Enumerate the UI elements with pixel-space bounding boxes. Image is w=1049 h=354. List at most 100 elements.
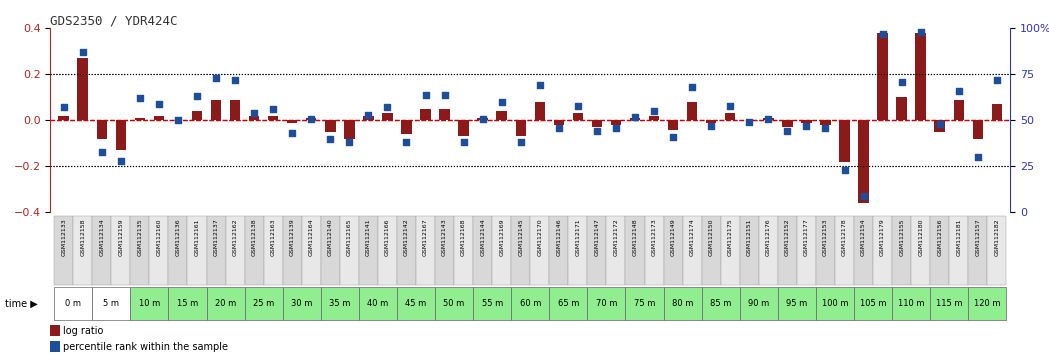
Text: 15 m: 15 m [177, 299, 198, 308]
Bar [50, 325, 60, 336]
Point [855, 193, 872, 199]
Bar [92, 287, 130, 320]
Bar [954, 100, 964, 120]
Bar [249, 116, 259, 120]
Text: GSM112165: GSM112165 [347, 218, 351, 256]
Text: GSM112154: GSM112154 [861, 218, 866, 256]
Bar [629, 118, 640, 120]
Bar [569, 216, 587, 285]
Point [626, 114, 643, 120]
Bar [169, 216, 188, 285]
Bar [440, 109, 450, 120]
Text: time ▶: time ▶ [5, 299, 38, 309]
Text: 40 m: 40 m [367, 299, 388, 308]
Bar [873, 216, 892, 285]
Bar [839, 120, 850, 162]
Bar [778, 216, 797, 285]
Point [817, 125, 834, 131]
Text: GSM112150: GSM112150 [709, 218, 713, 256]
Text: GSM112174: GSM112174 [689, 218, 694, 256]
Bar [816, 287, 854, 320]
Point [532, 82, 549, 88]
Bar [477, 118, 488, 120]
Point [607, 125, 624, 131]
Bar [725, 114, 735, 120]
Bar [858, 120, 869, 203]
Text: GSM112169: GSM112169 [499, 218, 505, 256]
Point [493, 99, 510, 105]
Text: 110 m: 110 m [898, 299, 924, 308]
Text: GSM112134: GSM112134 [100, 218, 104, 256]
Bar [397, 287, 435, 320]
Text: 80 m: 80 m [672, 299, 693, 308]
Text: GSM112147: GSM112147 [595, 218, 599, 256]
Point [741, 119, 757, 125]
Point [245, 110, 262, 116]
Text: GSM112177: GSM112177 [804, 218, 809, 256]
Text: 55 m: 55 m [481, 299, 502, 308]
Bar [169, 287, 207, 320]
Point [779, 129, 796, 134]
Point [950, 88, 967, 94]
Text: 115 m: 115 m [936, 299, 963, 308]
Text: GSM112179: GSM112179 [880, 218, 885, 256]
Bar [397, 216, 416, 285]
Point [379, 105, 395, 110]
Point [551, 125, 568, 131]
Bar [930, 287, 968, 320]
Point [759, 116, 776, 121]
Bar [972, 120, 983, 139]
Point [227, 77, 243, 83]
Bar [130, 287, 169, 320]
Text: GDS2350 / YDR424C: GDS2350 / YDR424C [50, 14, 178, 27]
Bar [531, 216, 550, 285]
Point [93, 149, 110, 154]
Bar [321, 216, 340, 285]
Point [474, 116, 491, 121]
Bar [702, 287, 740, 320]
Point [303, 116, 320, 121]
Text: GSM112163: GSM112163 [271, 218, 276, 256]
Bar [211, 100, 221, 120]
Text: GSM112162: GSM112162 [233, 218, 237, 256]
Bar [949, 216, 968, 285]
Bar [192, 111, 202, 120]
Text: GSM112136: GSM112136 [175, 218, 180, 256]
Text: GSM112160: GSM112160 [156, 218, 162, 256]
Point [665, 134, 682, 140]
Bar [854, 216, 873, 285]
Text: GSM112159: GSM112159 [119, 218, 124, 256]
Bar [587, 216, 606, 285]
Bar [207, 287, 244, 320]
Bar [496, 111, 507, 120]
Text: GSM112167: GSM112167 [423, 218, 428, 256]
Bar [226, 216, 244, 285]
Point [913, 29, 929, 35]
Bar [435, 287, 473, 320]
Point [360, 112, 377, 118]
Bar [592, 120, 602, 127]
Bar [783, 120, 793, 127]
Text: 85 m: 85 m [710, 299, 731, 308]
Bar [115, 120, 126, 150]
Text: 30 m: 30 m [291, 299, 313, 308]
Bar [78, 58, 88, 120]
Bar [877, 33, 887, 120]
Point [189, 93, 206, 99]
Point [646, 108, 663, 114]
Bar [991, 104, 1002, 120]
Text: GSM112139: GSM112139 [290, 218, 295, 256]
Bar [687, 102, 698, 120]
Bar [55, 216, 73, 285]
Bar [587, 287, 625, 320]
Bar [382, 114, 392, 120]
Text: GSM112168: GSM112168 [462, 218, 466, 256]
Bar [968, 216, 987, 285]
Text: GSM112140: GSM112140 [327, 218, 333, 256]
Text: 0 m: 0 m [65, 299, 81, 308]
Bar [820, 120, 831, 125]
Point [322, 136, 339, 142]
Text: GSM112170: GSM112170 [537, 218, 542, 256]
Bar [758, 216, 778, 285]
Bar [935, 120, 945, 132]
